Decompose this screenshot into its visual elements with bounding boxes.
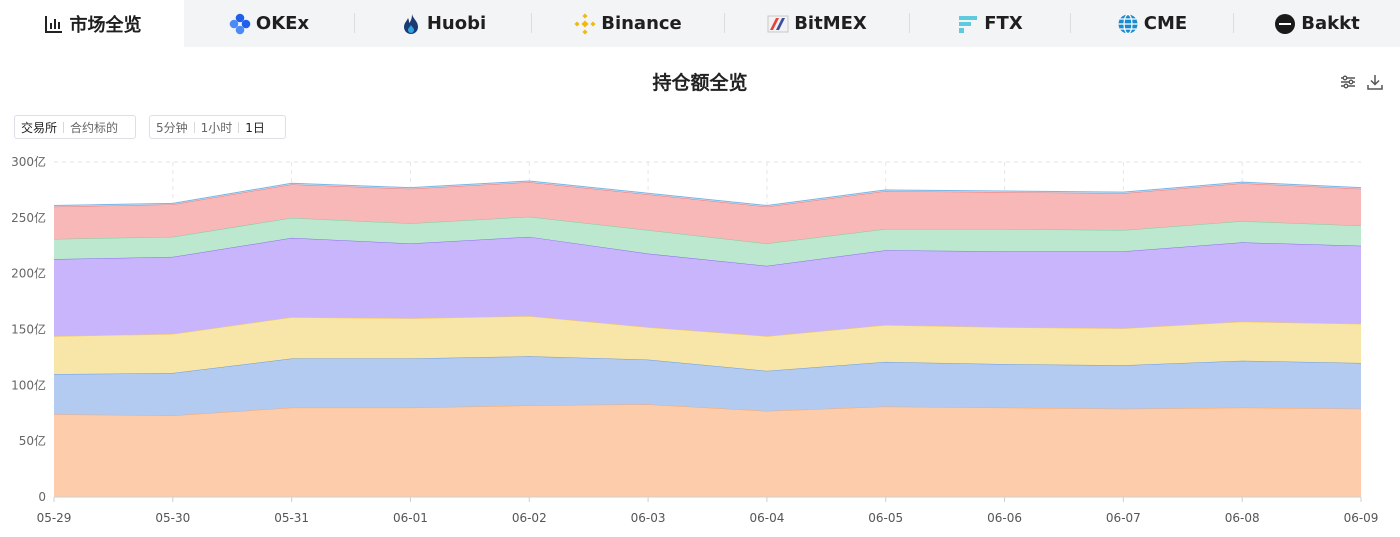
x-tick-label: 06-09: [1344, 511, 1379, 525]
y-tick-label: 250亿: [11, 210, 46, 225]
sliders-icon[interactable]: [1339, 73, 1359, 93]
x-tick-label: 05-31: [274, 511, 309, 525]
y-tick-label: 150亿: [11, 322, 46, 337]
tab-okex[interactable]: OKEx: [184, 0, 354, 47]
tab-label: Binance: [601, 13, 682, 34]
tab-divider: [1070, 13, 1071, 33]
x-tick-label: 05-30: [155, 511, 190, 525]
tab-divider: [1233, 13, 1234, 33]
toggle-divider: [63, 121, 65, 133]
tab-label: 市场全览: [69, 14, 142, 36]
y-tick-label: 50亿: [19, 433, 46, 448]
area-okex: [54, 404, 1361, 497]
download-icon[interactable]: [1366, 73, 1386, 93]
x-tick-label: 06-04: [749, 511, 784, 525]
tab-huobi[interactable]: Huobi: [355, 0, 531, 47]
huobi-flame-icon: [400, 13, 422, 35]
area-cme: [54, 182, 1361, 244]
x-tick-label: 06-07: [1106, 511, 1141, 525]
x-tick-label: 06-08: [1225, 511, 1260, 525]
tab-label: Huobi: [426, 13, 487, 34]
tab-bakkt[interactable]: Bakkt: [1234, 0, 1400, 47]
tab-label: Bakkt: [1301, 13, 1360, 34]
area-bakkt: [54, 180, 1361, 207]
binance-logo-icon: [574, 12, 596, 35]
series-line-bakkt[interactable]: [53, 180, 1362, 207]
tab-divider: [354, 13, 355, 33]
tab-divider: [724, 13, 725, 33]
area-ftx: [54, 216, 1361, 266]
x-tick-label: 06-05: [868, 511, 903, 525]
tab-divider: [531, 13, 532, 33]
x-tick-label: 06-01: [393, 511, 428, 525]
okex-logo-icon: [229, 13, 251, 35]
area-huobi: [54, 356, 1361, 416]
x-tick-label: 06-06: [987, 511, 1022, 525]
x-tick-label: 06-03: [631, 511, 666, 525]
y-tick-label: 100亿: [11, 377, 46, 392]
y-tick-label: 200亿: [11, 266, 46, 281]
cme-globe-icon: [1117, 13, 1139, 35]
area-bitmex: [54, 236, 1361, 337]
open-interest-stacked-area-chart: 0 50亿 100亿 150亿 200亿 250亿 300亿 05-29 05-30 05-31 0…: [11, 154, 1379, 525]
bar-chart-icon: [43, 13, 65, 35]
tab-label: FTX: [984, 13, 1023, 34]
tab-label: CME: [1143, 13, 1188, 34]
bakkt-logo-icon: [1274, 13, 1296, 35]
group-by-exchange-option[interactable]: 交易所: [21, 120, 58, 135]
toggle-divider: [238, 121, 240, 133]
interval-5min-option[interactable]: 5分钟: [156, 120, 188, 135]
tab-divider: [909, 13, 910, 33]
tab-label: BitMEX: [794, 13, 867, 34]
tab-cme[interactable]: CME: [1071, 0, 1233, 47]
bitmex-logo-icon: [767, 13, 789, 35]
tab-market-overview[interactable]: 市场全览: [0, 0, 184, 47]
area-binance: [54, 316, 1361, 375]
ftx-logo-icon: [957, 13, 979, 35]
page-title: 持仓额全览: [652, 72, 748, 94]
group-by-contract-option[interactable]: 合约标的: [70, 120, 119, 135]
tab-ftx[interactable]: FTX: [910, 0, 1070, 47]
group-by-toggle: 交易所 合约标的: [14, 115, 136, 139]
y-tick-label: 0: [38, 490, 46, 504]
exchange-tab-bar: 市场全览 OKEx Huobi Binance BitMEX FTX: [0, 0, 1400, 47]
toggle-divider: [193, 121, 195, 133]
y-tick-label: 300亿: [11, 154, 46, 169]
interval-1hour-option[interactable]: 1小时: [200, 120, 233, 135]
tab-bitmex[interactable]: BitMEX: [725, 0, 909, 47]
x-tick-label: 05-29: [37, 511, 72, 525]
interval-toggle: 5分钟 1小时 1日: [149, 115, 286, 139]
interval-1day-option[interactable]: 1日: [245, 120, 265, 135]
x-tick-label: 06-02: [512, 511, 547, 525]
tab-binance[interactable]: Binance: [532, 0, 724, 47]
tab-label: OKEx: [255, 13, 310, 34]
